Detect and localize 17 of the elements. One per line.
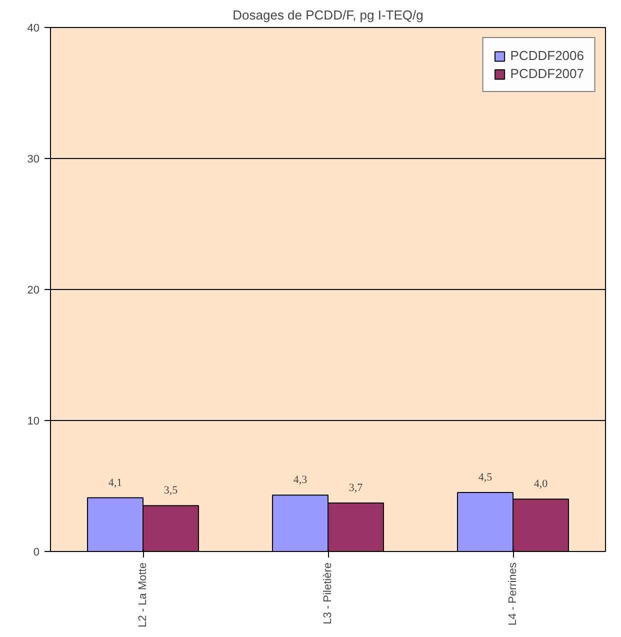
legend-label: PCDDF2007	[510, 66, 584, 81]
y-tick-label: 10	[27, 416, 40, 428]
x-tick-label: L4 - Perrines	[507, 562, 519, 626]
y-tick-label: 0	[33, 546, 40, 558]
y-tick-label: 30	[27, 154, 40, 166]
data-label: 3,7	[348, 482, 364, 494]
chart-title: Dosages de PCDD/F, pg I-TEQ/g	[232, 8, 424, 22]
x-tick-label: L3 - Piletière	[322, 562, 334, 624]
data-label: 4,1	[108, 476, 122, 489]
y-tick-label: 40	[27, 22, 40, 34]
data-label: 4,5	[478, 472, 493, 484]
legend-label: PCDDF2006	[510, 48, 584, 63]
x-tick-label: L2 - La Motte	[137, 562, 149, 628]
data-label: 4,3	[293, 474, 308, 486]
data-label: 3,5	[164, 484, 178, 497]
data-label: 4,0	[534, 478, 548, 490]
y-tick-label: 20	[27, 284, 40, 296]
